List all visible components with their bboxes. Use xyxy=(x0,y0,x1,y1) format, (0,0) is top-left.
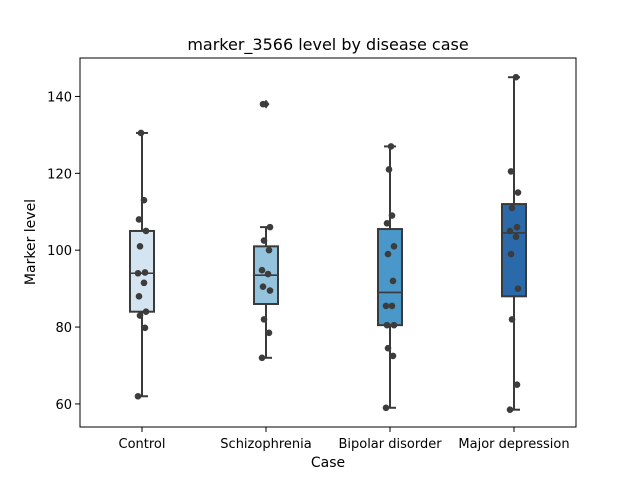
data-point xyxy=(508,204,516,212)
x-tick-label: Schizophrenia xyxy=(220,437,311,452)
y-tick-label: 80 xyxy=(55,321,72,336)
y-axis-label: Marker level xyxy=(23,199,39,285)
data-point xyxy=(388,212,396,219)
x-tick-label: Control xyxy=(119,437,166,452)
data-point xyxy=(508,316,516,323)
data-point xyxy=(390,321,398,329)
data-point xyxy=(382,404,390,412)
data-point xyxy=(387,143,395,150)
data-point xyxy=(266,223,274,231)
iqr-box xyxy=(377,228,403,327)
data-point xyxy=(384,250,392,258)
y-tick-label: 140 xyxy=(47,90,72,105)
data-point xyxy=(258,354,266,362)
y-tick-label: 60 xyxy=(55,398,72,413)
x-axis-label: Case xyxy=(311,455,345,471)
data-point xyxy=(140,196,148,204)
data-point xyxy=(134,392,142,400)
data-point xyxy=(512,233,520,241)
data-point xyxy=(135,216,143,223)
data-point xyxy=(141,324,149,332)
data-point xyxy=(390,243,398,250)
data-point xyxy=(514,189,522,196)
data-point xyxy=(265,246,273,254)
data-point xyxy=(513,381,521,389)
data-point xyxy=(135,293,143,300)
data-point xyxy=(506,406,514,414)
data-point xyxy=(265,329,273,337)
data-point xyxy=(134,269,142,277)
data-point xyxy=(385,166,393,173)
data-point xyxy=(260,237,268,244)
plot-area xyxy=(79,57,577,428)
data-point xyxy=(137,129,145,137)
chart-title: marker_3566 level by disease case xyxy=(187,35,468,55)
data-point xyxy=(389,352,397,360)
data-point xyxy=(142,308,150,315)
data-point xyxy=(514,285,522,292)
data-point xyxy=(513,223,521,231)
data-point xyxy=(136,312,144,319)
x-tick-label: Major depression xyxy=(458,437,569,452)
data-point xyxy=(389,277,397,285)
data-point xyxy=(512,73,520,81)
data-point xyxy=(140,279,148,287)
data-point xyxy=(258,266,266,274)
x-tick-label: Bipolar disorder xyxy=(338,437,442,452)
data-point xyxy=(136,243,144,250)
data-point xyxy=(383,219,391,227)
data-point xyxy=(383,321,391,329)
data-point xyxy=(259,283,267,291)
data-point xyxy=(141,269,149,276)
data-point xyxy=(264,270,272,278)
y-tick-label: 120 xyxy=(47,167,72,182)
data-point xyxy=(266,287,274,294)
y-axis: 60 80 100 120 140 xyxy=(47,90,80,413)
boxes-layer xyxy=(129,76,527,411)
data-point xyxy=(260,316,268,323)
data-point xyxy=(388,302,396,310)
data-point xyxy=(382,302,390,310)
data-point xyxy=(506,227,514,235)
plot-frame xyxy=(79,57,577,428)
iqr-box xyxy=(501,203,527,298)
x-axis: Control Schizophrenia Bipolar disorder Majo… xyxy=(119,427,570,452)
data-point xyxy=(507,168,515,175)
data-point xyxy=(259,100,267,108)
data-point xyxy=(384,344,392,352)
y-tick-label: 100 xyxy=(47,244,72,259)
data-point xyxy=(507,250,515,258)
data-point xyxy=(142,227,150,235)
points-layer xyxy=(134,73,522,414)
